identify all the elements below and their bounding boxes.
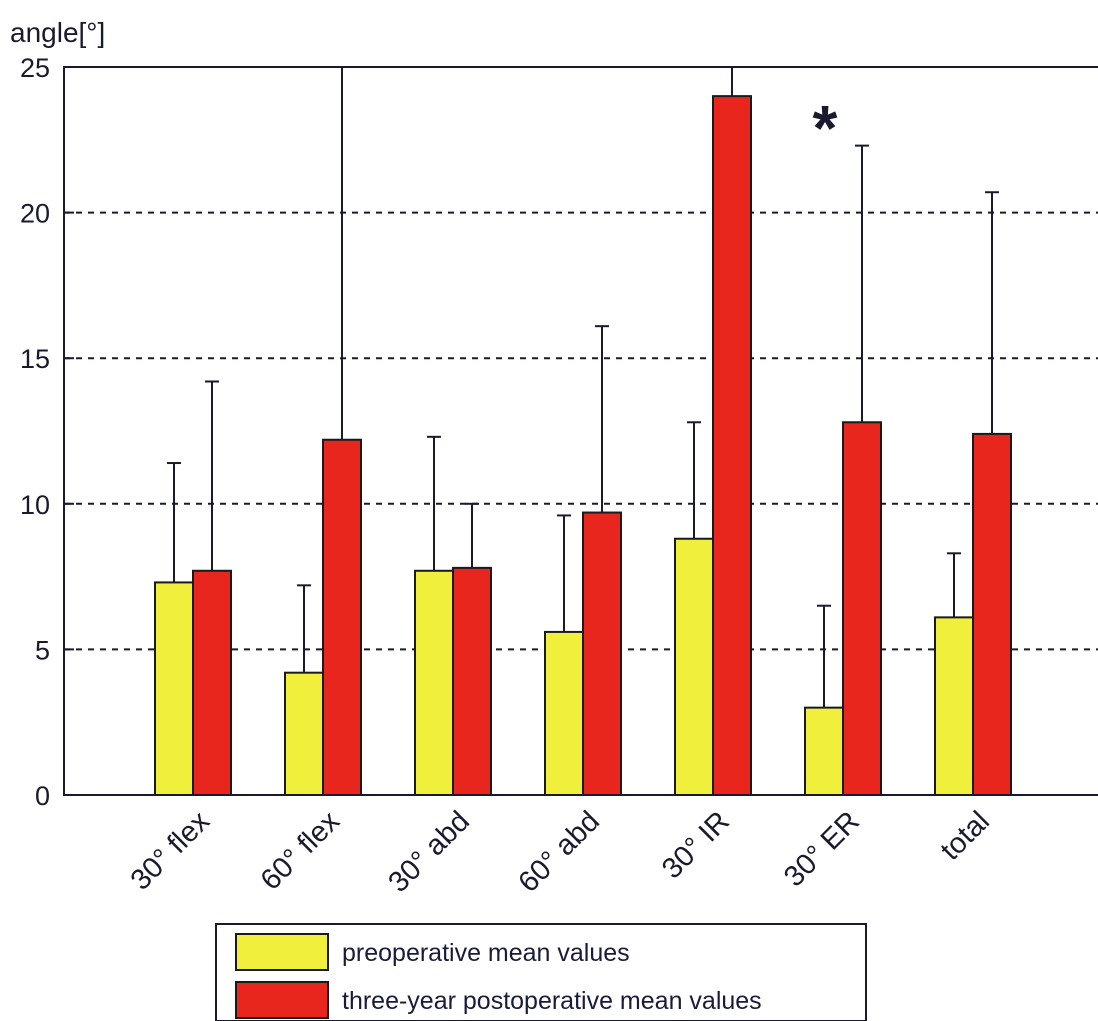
bar-postoperative xyxy=(582,511,622,796)
bar-preoperative xyxy=(674,537,714,797)
bar-preoperative xyxy=(154,581,194,797)
y-tick-label: 5 xyxy=(35,635,50,665)
legend-swatch xyxy=(235,933,329,971)
bar-postoperative xyxy=(192,569,232,796)
significance-marker: * xyxy=(813,92,838,164)
x-tick-label: 30° IR xyxy=(656,805,736,885)
annotations: * xyxy=(813,92,838,164)
bar-preoperative xyxy=(804,706,844,797)
bar-preoperative xyxy=(284,671,324,796)
y-axis-ticks: 0 5 10 15 20 25 xyxy=(20,53,74,811)
bar-preoperative xyxy=(934,616,974,796)
legend-swatch xyxy=(235,981,329,1019)
bar-postoperative xyxy=(322,438,362,796)
x-axis-ticks: 30° flex 60° flex 30° abd 60° abd 30° IR 30° … xyxy=(125,785,996,899)
bar-postoperative xyxy=(842,421,882,796)
x-tick-label: 30° ER xyxy=(778,805,866,893)
legend-label: three-year postoperative mean values xyxy=(342,987,762,1015)
legend-label: preoperative mean values xyxy=(342,939,630,967)
x-tick-label: 30° flex xyxy=(125,805,217,897)
y-axis-label: angle[°] xyxy=(10,17,105,48)
y-tick-label: 20 xyxy=(20,199,50,229)
legend: preoperative mean values three-year posto… xyxy=(215,923,867,1021)
x-tick-label: 60° abd xyxy=(512,805,606,899)
bar-postoperative xyxy=(452,566,492,797)
bar-preoperative xyxy=(414,569,454,796)
y-tick-label: 15 xyxy=(20,344,50,374)
x-tick-label: total xyxy=(935,805,996,866)
y-tick-label: 25 xyxy=(20,53,50,83)
bar-preoperative xyxy=(544,630,584,796)
bars xyxy=(154,95,1012,797)
y-tick-label: 0 xyxy=(35,781,50,811)
x-tick-label: 60° flex xyxy=(255,805,347,897)
x-tick-label: 30° abd xyxy=(382,805,476,899)
bar-postoperative xyxy=(972,432,1012,796)
error-bars xyxy=(167,67,999,708)
bar-postoperative xyxy=(712,95,752,797)
y-tick-label: 10 xyxy=(20,490,50,520)
